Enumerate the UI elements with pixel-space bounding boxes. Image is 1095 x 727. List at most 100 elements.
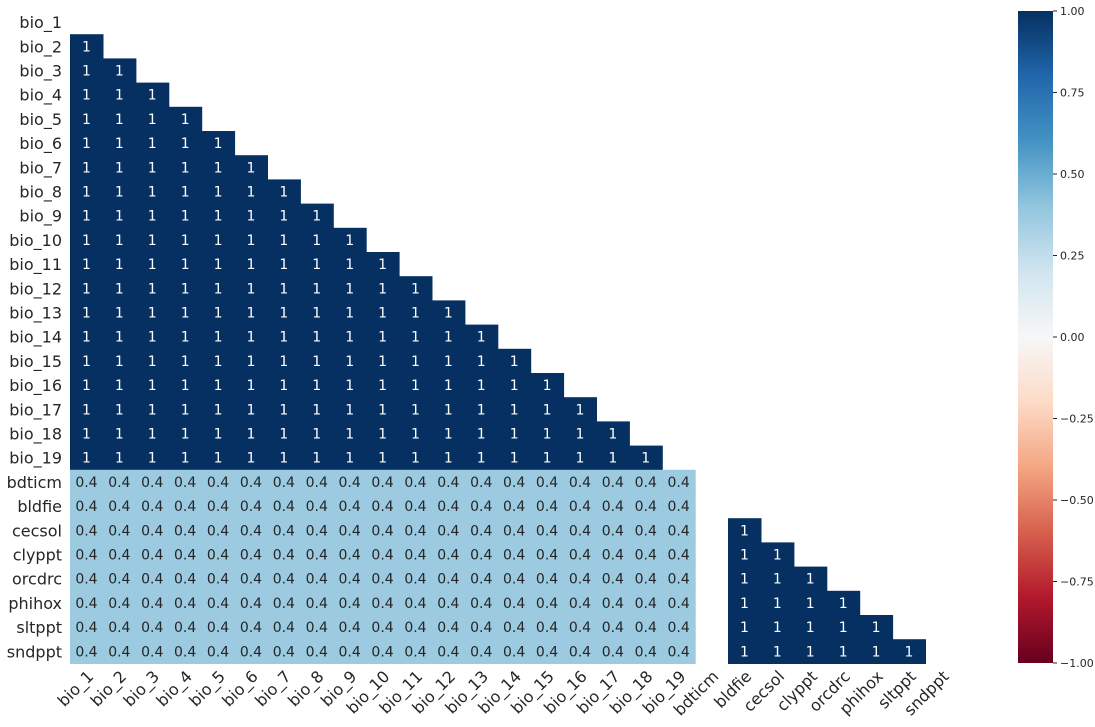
heatmap-cell <box>497 348 532 374</box>
cell-value-label: 1 <box>115 209 124 225</box>
heatmap-cell <box>464 615 499 640</box>
cell-value-label: 1 <box>181 112 190 128</box>
heatmap-cell <box>168 276 203 301</box>
column-label: bio_7 <box>251 667 295 711</box>
cell-value-label: 1 <box>181 306 190 322</box>
cell-value-label: 1 <box>345 306 354 322</box>
cell-value-label: 0.4 <box>602 499 624 515</box>
cell-value-label: 1 <box>82 185 91 201</box>
cell-value-label: 0.4 <box>240 523 262 539</box>
cell-value-label: 1 <box>82 402 91 418</box>
cell-value-label: 0.4 <box>668 572 690 588</box>
heatmap-cell <box>135 131 170 156</box>
heatmap-cell <box>431 518 466 543</box>
cell-value-label: 0.4 <box>306 523 328 539</box>
heatmap-cell <box>859 615 894 640</box>
heatmap-cell <box>135 445 170 471</box>
cell-value-label: 1 <box>148 209 157 225</box>
heatmap-cell <box>629 518 663 543</box>
cell-value-label: 1 <box>740 620 749 636</box>
cell-value-label: 0.4 <box>602 523 624 539</box>
heatmap-cell <box>333 324 367 350</box>
heatmap-cell <box>300 397 334 422</box>
cell-value-label: 1 <box>872 620 881 636</box>
cell-value-label: 1 <box>246 233 255 249</box>
row-label: orcdrc <box>12 570 62 589</box>
cell-value-label: 1 <box>411 427 420 443</box>
heatmap-cell <box>629 469 663 495</box>
cell-value-label: 1 <box>115 136 124 152</box>
colorbar-tick-label: 0.25 <box>1060 250 1085 263</box>
heatmap-cell <box>497 615 532 640</box>
cell-value-label: 0.4 <box>503 572 525 588</box>
heatmap-cell <box>596 566 630 592</box>
heatmap-cell <box>366 397 400 422</box>
heatmap-cell <box>431 373 466 398</box>
heatmap-cell <box>596 469 630 495</box>
heatmap-cell <box>201 397 236 422</box>
heatmap-cell <box>596 421 630 447</box>
heatmap-cell <box>168 639 203 664</box>
cell-value-label: 1 <box>543 378 552 394</box>
heatmap-cell <box>135 494 170 519</box>
row-label: bio_11 <box>9 255 62 275</box>
heatmap-cell <box>333 252 367 277</box>
cell-value-label: 1 <box>214 402 223 418</box>
heatmap-cell <box>234 324 268 350</box>
heatmap-cell <box>135 421 170 447</box>
heatmap-cell <box>102 639 137 664</box>
heatmap-cell <box>234 615 268 640</box>
heatmap-cell <box>267 324 301 350</box>
cell-value-label: 1 <box>214 209 223 225</box>
heatmap-cell <box>662 590 696 616</box>
cell-value-label: 0.4 <box>404 548 426 564</box>
cell-value-label: 0.4 <box>536 572 558 588</box>
heatmap-cell <box>728 615 762 640</box>
heatmap-cell <box>135 179 170 205</box>
cell-value-label: 0.4 <box>470 523 492 539</box>
heatmap-cell <box>267 639 301 664</box>
cell-value-label: 0.4 <box>602 548 624 564</box>
cell-value-label: 0.4 <box>437 572 459 588</box>
cell-value-label: 1 <box>181 160 190 176</box>
heatmap-cell <box>596 542 630 568</box>
cell-value-label: 1 <box>181 330 190 346</box>
cell-value-label: 0.4 <box>141 644 163 660</box>
heatmap-cell <box>399 300 433 326</box>
cell-value-label: 0.4 <box>339 596 361 612</box>
cell-value-label: 1 <box>246 209 255 225</box>
heatmap-cell <box>399 421 433 447</box>
heatmap-cell <box>497 373 532 398</box>
column-labels: bio_1bio_2bio_3bio_4bio_5bio_6bio_7bio_8… <box>54 667 953 720</box>
heatmap-cell <box>728 590 762 616</box>
heatmap-cell <box>366 494 400 519</box>
heatmap-cell <box>70 566 104 592</box>
cell-value-label: 1 <box>806 644 815 660</box>
heatmap-cell <box>135 106 170 132</box>
cell-value-label: 1 <box>773 644 782 660</box>
cell-value-label: 1 <box>214 136 223 152</box>
cell-value-label: 1 <box>115 160 124 176</box>
cell-value-label: 0.4 <box>240 596 262 612</box>
heatmap-cell <box>366 421 400 447</box>
heatmap-cell <box>267 566 301 592</box>
heatmap-cell <box>399 373 433 398</box>
heatmap-cell <box>201 469 236 495</box>
cell-value-label: 1 <box>214 330 223 346</box>
heatmap-cell <box>563 590 597 616</box>
heatmap-cell <box>234 469 268 495</box>
cell-value-label: 0.4 <box>141 523 163 539</box>
cell-value-label: 0.4 <box>207 523 229 539</box>
heatmap-cell <box>333 276 367 301</box>
row-label: bio_15 <box>9 352 62 372</box>
cell-value-label: 0.4 <box>371 620 393 636</box>
cell-value-label: 0.4 <box>404 499 426 515</box>
cell-value-label: 0.4 <box>470 572 492 588</box>
cell-value-label: 1 <box>246 378 255 394</box>
cell-value-label: 1 <box>773 548 782 564</box>
heatmap-cell <box>497 494 532 519</box>
heatmap-cell <box>168 615 203 640</box>
cell-value-label: 0.4 <box>437 620 459 636</box>
cell-value-label: 1 <box>148 136 157 152</box>
cell-value-label: 0.4 <box>437 475 459 491</box>
